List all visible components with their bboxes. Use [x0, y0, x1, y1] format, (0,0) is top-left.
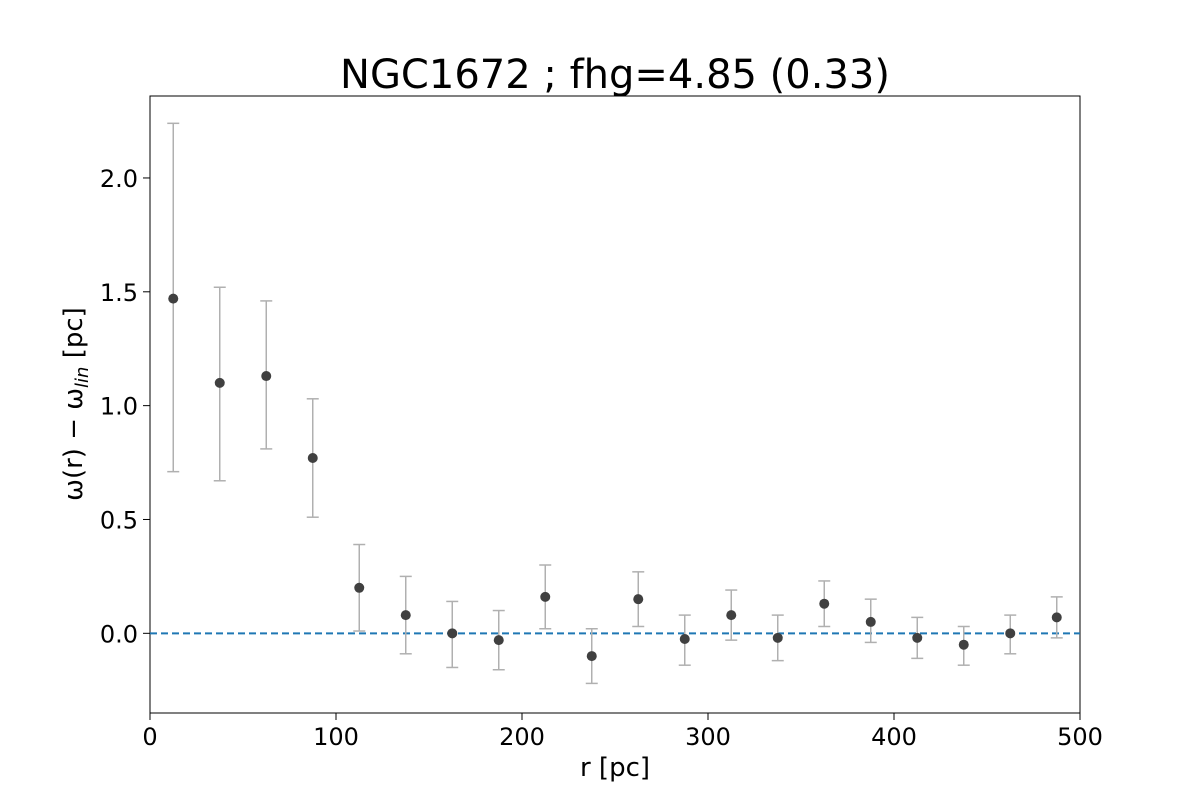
- data-point: [865, 616, 876, 627]
- y-tick-label: 2.0: [100, 165, 138, 193]
- x-tick-label: 100: [313, 723, 359, 751]
- data-point: [307, 453, 318, 464]
- x-tick-label: 0: [142, 723, 157, 751]
- x-tick-label: 300: [685, 723, 731, 751]
- y-axis: 0.0 0.5 1.0 1.5 2.0: [100, 165, 150, 648]
- data-point: [354, 582, 365, 593]
- y-tick-label: 0.5: [100, 506, 138, 534]
- data-point: [819, 598, 830, 609]
- x-tick-label: 500: [1057, 723, 1103, 751]
- y-axis-title-subscript: lin: [72, 367, 93, 388]
- y-tick-label: 1.5: [100, 279, 138, 307]
- x-axis: 0 100 200 300 400 500: [142, 713, 1103, 751]
- points-group: [168, 293, 1062, 662]
- plot-area: [149, 95, 1081, 714]
- data-point: [261, 371, 272, 382]
- data-point: [633, 594, 644, 605]
- data-point: [772, 632, 783, 643]
- x-tick-label: 200: [499, 723, 545, 751]
- data-point: [726, 610, 737, 621]
- data-point: [400, 610, 411, 621]
- y-axis-title: ω(r) − ωlin [pc]: [59, 307, 93, 501]
- data-point: [447, 628, 458, 639]
- x-tick-label: 400: [871, 723, 917, 751]
- data-point: [214, 377, 225, 388]
- data-point: [540, 591, 551, 602]
- y-tick-label: 0.0: [100, 620, 138, 648]
- y-axis-title-suffix: [pc]: [59, 307, 89, 366]
- data-point: [168, 293, 179, 304]
- errorbars-group: [167, 122, 1063, 685]
- plot-frame: [149, 95, 1081, 714]
- data-point: [493, 635, 504, 646]
- chart-title: NGC1672 ; fhg=4.85 (0.33): [340, 52, 890, 98]
- y-tick-label: 1.0: [100, 393, 138, 421]
- data-point: [958, 639, 969, 650]
- y-axis-title-prefix: ω(r) − ω: [59, 388, 89, 501]
- data-point: [1051, 612, 1062, 623]
- data-point: [912, 632, 923, 643]
- data-point: [679, 634, 690, 645]
- data-point: [1005, 628, 1016, 639]
- x-axis-title: r [pc]: [580, 753, 650, 783]
- data-point: [586, 651, 597, 662]
